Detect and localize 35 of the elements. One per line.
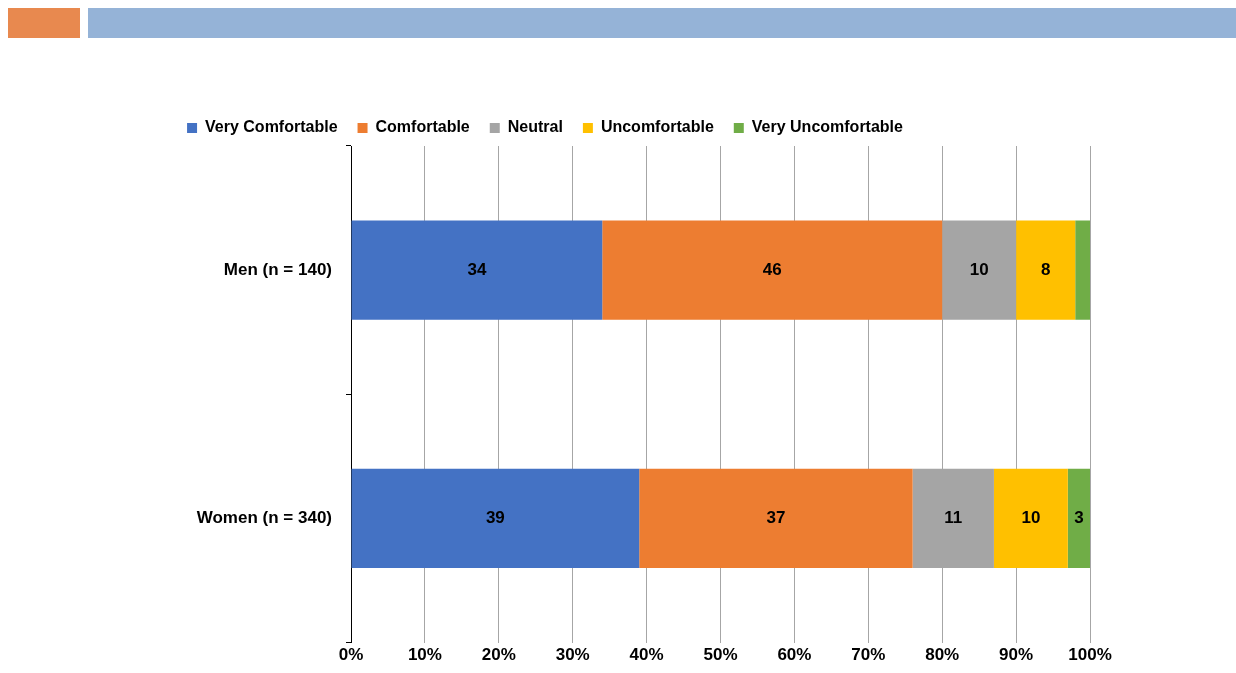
- x-tick-label: 80%: [925, 645, 960, 665]
- bar: [602, 220, 943, 320]
- x-tick-label: 40%: [629, 645, 664, 665]
- y-tick-label: Men (n = 140): [223, 259, 332, 279]
- bar: [1075, 220, 1090, 320]
- x-tick-label: 100%: [1068, 645, 1112, 665]
- data-label: 10: [1021, 508, 1041, 528]
- legend-label: Very Uncomfortable: [751, 118, 904, 136]
- data-label: 8: [1040, 259, 1051, 279]
- bar: [1067, 468, 1090, 569]
- y-tick-label: Women (n = 340): [196, 508, 332, 528]
- data-label: 37: [766, 508, 786, 528]
- x-tick-label: 10%: [407, 645, 442, 665]
- legend-label: Uncomfortable: [600, 118, 714, 136]
- data-label: 3: [1074, 508, 1084, 528]
- data-label: 10: [969, 259, 989, 279]
- bar: [351, 220, 603, 320]
- x-tick-label: 0%: [338, 645, 364, 665]
- bar: [993, 468, 1068, 569]
- data-label: 39: [485, 508, 505, 528]
- data-label: 11: [944, 508, 963, 528]
- x-tick-label: 70%: [851, 645, 886, 665]
- bar: [1016, 220, 1076, 320]
- x-tick-label: 90%: [999, 645, 1034, 665]
- x-tick-label: 30%: [555, 645, 590, 665]
- x-tick-label: 50%: [703, 645, 738, 665]
- legend-label: Comfortable: [375, 118, 470, 136]
- bar: [639, 468, 913, 569]
- data-label: 46: [762, 259, 782, 279]
- data-label: 34: [467, 259, 487, 279]
- legend-label: Very Comfortable: [205, 118, 338, 136]
- x-tick-label: 60%: [777, 645, 812, 665]
- x-tick-label: 20%: [481, 645, 516, 665]
- bar: [351, 468, 640, 569]
- legend-label: Neutral: [507, 118, 563, 136]
